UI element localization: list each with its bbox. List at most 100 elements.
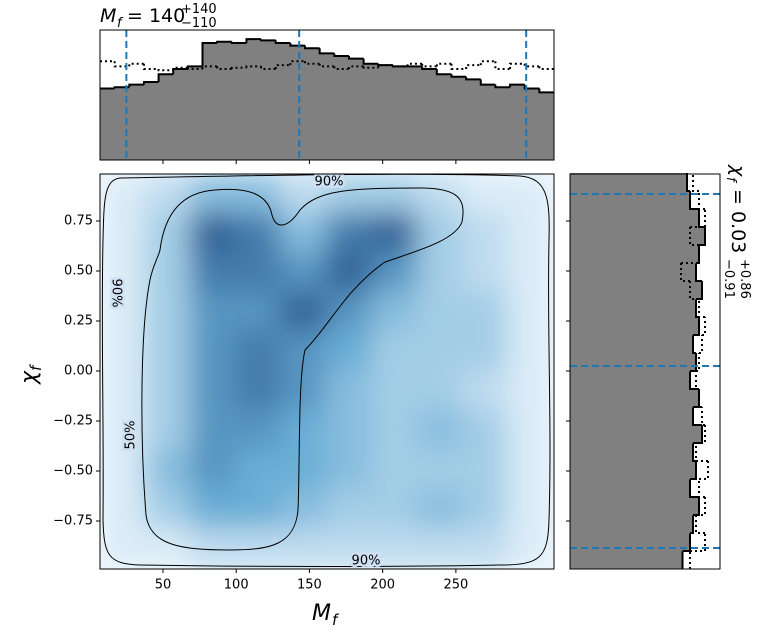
- hist-step: [523, 84, 540, 90]
- density-cell: [416, 449, 465, 491]
- hist-bar: [570, 299, 696, 318]
- hist-step: [201, 42, 218, 67]
- density-cell: [462, 252, 510, 294]
- hist-step-dotted: [216, 66, 232, 70]
- density-cell: [507, 291, 554, 333]
- density-cell: [100, 212, 147, 254]
- hist-step: [686, 173, 690, 192]
- contours: 90% 90% 90% 50%: [101, 172, 551, 571]
- title-lower: −0.91: [721, 259, 736, 299]
- title-symbol: χ: [727, 164, 749, 177]
- hist-step: [689, 191, 699, 210]
- hist-step: [693, 317, 700, 336]
- hist-step: [362, 58, 379, 65]
- hist-step: [377, 63, 393, 67]
- hist-bar: [217, 41, 233, 161]
- hist-step-dotted: [690, 209, 706, 228]
- x-tick-label: 100: [224, 578, 249, 593]
- hist-bar: [275, 43, 291, 160]
- density-cell: [144, 174, 192, 215]
- density-cell: [235, 449, 283, 491]
- hist-bar: [480, 84, 496, 160]
- x-tick-label: 250: [443, 578, 468, 593]
- hist-step-dotted: [391, 65, 408, 68]
- y-tick-label: 0.25: [64, 314, 93, 329]
- hist-bar: [570, 173, 687, 192]
- hist-bar: [570, 335, 693, 354]
- hist-bar: [570, 479, 690, 498]
- hist-bar: [143, 82, 159, 160]
- density-cell: [144, 528, 192, 569]
- y-tick-label: 0.50: [64, 264, 93, 279]
- hist-step-dotted: [509, 62, 525, 69]
- hist-step: [690, 515, 694, 534]
- title-upper: +0.86: [737, 259, 752, 299]
- hist-bar: [231, 43, 247, 160]
- density-cell: [462, 331, 510, 373]
- hist-step-dotted: [421, 63, 437, 68]
- hist-bar: [570, 497, 699, 516]
- hist-step-dotted: [113, 61, 130, 68]
- title-lower: −110: [181, 16, 217, 31]
- axes-frame: [569, 173, 721, 570]
- density-cell: [280, 410, 328, 452]
- y-tick-label: −0.25: [53, 414, 93, 429]
- density-cell: [326, 212, 374, 254]
- hist-step-dotted: [696, 353, 700, 372]
- density-cell: [100, 331, 147, 373]
- x-label-symbol: M: [312, 601, 331, 626]
- density-cell: [462, 291, 510, 333]
- hist-bar: [466, 79, 482, 160]
- hist-step: [698, 209, 705, 228]
- hist-bar: [570, 353, 696, 372]
- hist-bar: [173, 69, 189, 160]
- hist-step-dotted: [680, 263, 690, 282]
- density-cell: [280, 174, 328, 215]
- hist-step-dotted: [695, 515, 705, 534]
- hist-bar: [570, 407, 693, 426]
- hist-step-dotted: [681, 245, 700, 264]
- hist-bar: [261, 40, 277, 160]
- hist-bar: [100, 88, 116, 160]
- hist-step-dotted: [318, 63, 335, 68]
- density-cell: [371, 449, 419, 491]
- hist-step-dotted: [698, 299, 705, 318]
- hist-step-dotted: [304, 61, 320, 65]
- density-cell: [416, 252, 465, 294]
- density-cell: [144, 212, 192, 254]
- hist-bar: [407, 66, 423, 160]
- hist-step: [465, 76, 481, 81]
- hist-bar: [570, 533, 690, 552]
- hist-step-dotted: [698, 191, 705, 210]
- hist-bar: [202, 43, 218, 160]
- density-cell: [235, 291, 283, 333]
- density-cell: [416, 174, 465, 215]
- density-cell: [100, 252, 147, 294]
- density-cell: [100, 291, 147, 333]
- hist-bar: [570, 425, 702, 444]
- hist-step: [689, 371, 699, 390]
- density-cell: [100, 370, 147, 412]
- hist-step-dotted: [142, 63, 159, 70]
- hist-step: [157, 73, 174, 82]
- hist-bar: [158, 74, 174, 160]
- density-cell: [189, 449, 238, 491]
- title-subscript: f: [723, 177, 738, 184]
- y-tick-label: 0.00: [64, 364, 93, 379]
- density-cell: [189, 252, 238, 294]
- hist-bar: [510, 84, 526, 160]
- density-cell: [371, 212, 419, 254]
- hist-step-dotted: [702, 317, 706, 336]
- density-cell: [189, 331, 238, 373]
- hist-step-dotted: [701, 407, 705, 426]
- hist-bar: [319, 53, 335, 160]
- density-cell: [280, 528, 328, 569]
- hist-step: [435, 69, 452, 76]
- density-cell: [144, 449, 192, 491]
- density-cell: [326, 331, 374, 373]
- hist-step: [391, 65, 408, 68]
- density-cell: [462, 449, 510, 491]
- hist-step: [289, 43, 306, 47]
- density-cell: [326, 370, 374, 412]
- title-text: = 0.03: [727, 189, 749, 253]
